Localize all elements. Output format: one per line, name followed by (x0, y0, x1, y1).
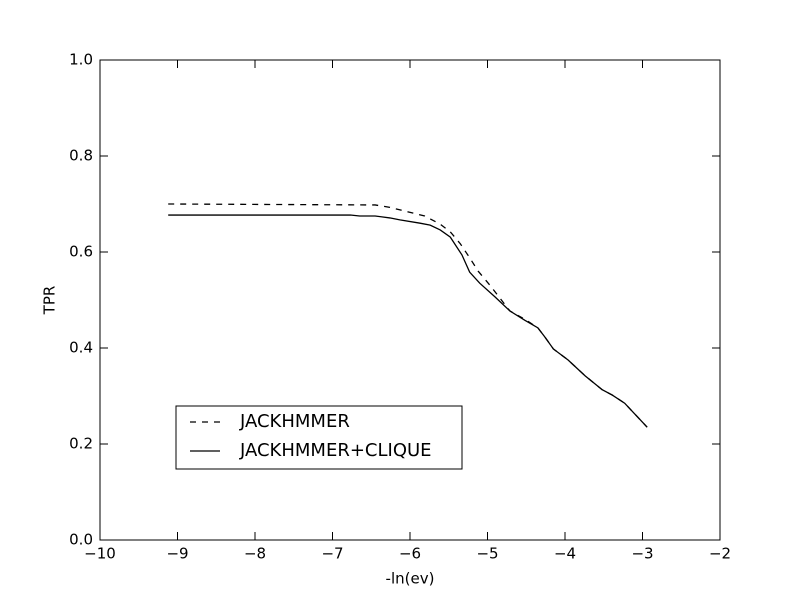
y-tick-label: 0.4 (69, 339, 93, 357)
x-tick-label: −2 (709, 545, 731, 563)
data-line (168, 214, 648, 428)
x-tick-label: −3 (631, 545, 653, 563)
x-tick-label: −10 (84, 545, 116, 563)
y-tick-label: 0.6 (69, 243, 93, 261)
x-tick-label: −9 (166, 545, 188, 563)
y-tick-label: 0.0 (69, 531, 93, 549)
y-tick-label: 0.8 (69, 147, 93, 165)
legend-box (175, 405, 463, 470)
legend-label: JACKHMMER (239, 411, 350, 432)
legend-label: JACKHMMER+CLIQUE (239, 440, 432, 461)
y-tick-label: 1.0 (69, 51, 93, 69)
x-tick-label: −4 (554, 545, 576, 563)
x-tick-label: −6 (399, 545, 421, 563)
x-axis-label: -ln(ev) (386, 570, 435, 588)
x-tick-label: −5 (476, 545, 498, 563)
plot-frame (99, 59, 721, 541)
y-tick-label: 0.2 (69, 435, 93, 453)
legend: JACKHMMER JACKHMMER+CLIQUE (175, 405, 463, 470)
x-tick-label: −7 (321, 545, 343, 563)
y-axis-label: TPR (41, 286, 59, 316)
x-tick-label: −8 (244, 545, 266, 563)
